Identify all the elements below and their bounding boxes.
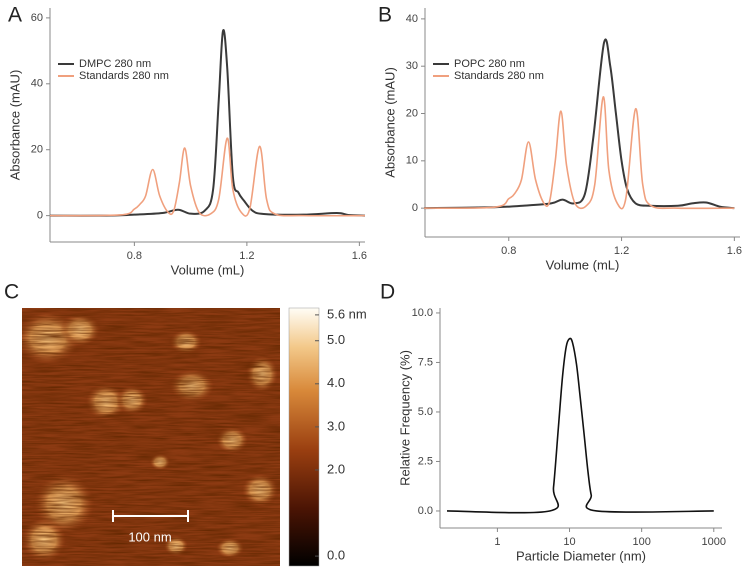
x-tick-label: 0.8: [127, 250, 142, 262]
colorbar-tick-label: 5.6 nm: [327, 306, 367, 321]
y-tick-label: 60: [31, 12, 43, 24]
y-axis-label: Relative Frequency (%): [397, 350, 412, 486]
x-axis-label: Volume (mL): [546, 257, 620, 272]
x-tick-label: 1.6: [727, 245, 742, 257]
legend-label: Standards 280 nm: [454, 70, 544, 82]
y-tick-label: 0: [37, 210, 43, 222]
y-axis-label: Absorbance (mAU): [382, 67, 397, 178]
line-series: [424, 38, 735, 210]
y-tick-label: 7.5: [418, 356, 433, 368]
x-tick-label: 1.2: [239, 250, 254, 262]
panel-letter: B: [378, 4, 392, 27]
scale-bar-label: 100 nm: [128, 529, 171, 544]
y-tick-label: 2.5: [418, 455, 433, 467]
colorbar-tick-label: 5.0: [327, 332, 345, 347]
panel-letter: C: [4, 281, 19, 304]
colorbar-tick-label: 2.0: [327, 461, 345, 476]
y-tick-label: 10: [406, 155, 418, 167]
x-tick-label: 0.8: [501, 245, 516, 257]
y-tick-label: 20: [406, 107, 418, 119]
y-tick-label: 0: [412, 202, 418, 214]
colorbar-tick-label: 0.0: [327, 548, 345, 563]
colorbar-tick-label: 3.0: [327, 418, 345, 433]
x-tick-label: 1.2: [614, 245, 629, 257]
y-tick-label: 30: [406, 60, 418, 72]
y-tick-label: 10.0: [412, 307, 433, 319]
legend-label: Standards 280 nm: [79, 70, 169, 82]
x-tick-label: 10: [563, 536, 575, 548]
panel-letter: D: [380, 281, 395, 304]
y-tick-label: 20: [31, 144, 43, 156]
line-series: [424, 96, 735, 210]
line-series: [49, 29, 366, 217]
line-series: [446, 337, 714, 514]
x-tick-label: 1000: [702, 536, 726, 548]
x-tick-label: 1.6: [352, 250, 367, 262]
x-axis-label: Volume (mL): [171, 262, 245, 277]
panel-letter: A: [8, 4, 22, 27]
afm-image: [22, 308, 280, 566]
line-series: [49, 137, 366, 217]
colorbar-tick-label: 4.0: [327, 375, 345, 390]
y-tick-label: 0.0: [418, 505, 433, 517]
colorbar: [288, 307, 320, 567]
legend-label: POPC 280 nm: [454, 58, 525, 70]
legend-label: DMPC 280 nm: [79, 58, 151, 70]
x-tick-label: 1: [494, 536, 500, 548]
x-axis-label: Particle Diameter (nm): [516, 548, 646, 563]
y-tick-label: 5.0: [418, 406, 433, 418]
y-tick-label: 40: [31, 78, 43, 90]
y-tick-label: 40: [406, 13, 418, 25]
x-tick-label: 100: [632, 536, 650, 548]
y-axis-label: Absorbance (mAU): [7, 70, 22, 181]
